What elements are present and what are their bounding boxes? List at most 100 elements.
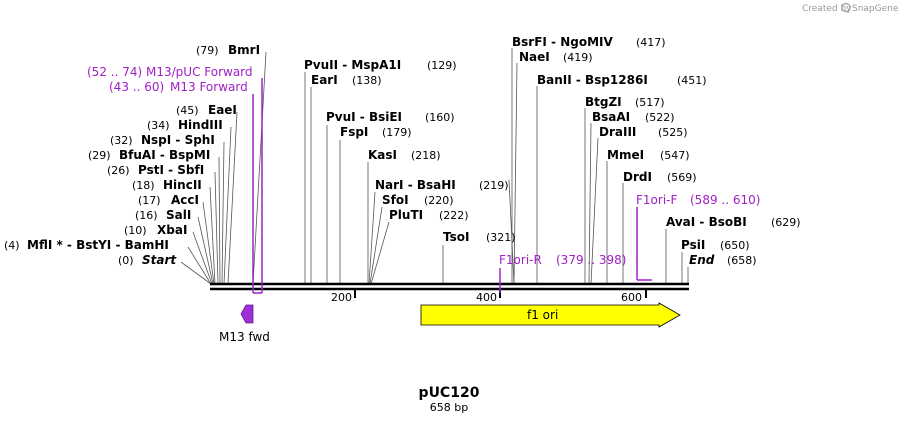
- site-label-psii[interactable]: PsiI (650): [681, 238, 750, 252]
- svg-text:(517): (517): [635, 96, 665, 109]
- site-label-btgzi[interactable]: BtgZI (517): [585, 95, 665, 109]
- svg-text:XbaI: XbaI: [157, 223, 187, 237]
- site-label-nspi[interactable]: (32) NspI - SphI: [110, 133, 215, 147]
- plasmid-length: 658 bp: [430, 401, 468, 414]
- svg-text:(650): (650): [720, 239, 750, 252]
- svg-text:(219): (219): [479, 179, 509, 192]
- svg-text:PstI - SbfI: PstI - SbfI: [138, 163, 204, 177]
- svg-text:(569): (569): [667, 171, 697, 184]
- site-label-xbai[interactable]: (10) XbaI: [124, 223, 187, 237]
- site-label-hincii[interactable]: (18) HincII: [132, 178, 202, 192]
- svg-text:DraIII: DraIII: [599, 125, 636, 139]
- site-label-sali[interactable]: (16) SalI: [135, 208, 191, 222]
- site-label-acci[interactable]: (17) AccI: [138, 193, 199, 207]
- site-label-hindiii[interactable]: (34) HindIII: [147, 118, 223, 132]
- svg-text:End: End: [689, 253, 715, 267]
- svg-text:BanII - Bsp1286I: BanII - Bsp1286I: [537, 73, 648, 87]
- svg-text:TsoI: TsoI: [443, 230, 469, 244]
- svg-text:PvuII - MspA1I: PvuII - MspA1I: [304, 58, 401, 72]
- svg-text:DrdI: DrdI: [623, 170, 652, 184]
- svg-text:BsrFI - NgoMIV: BsrFI - NgoMIV: [512, 35, 613, 49]
- svg-text:(79): (79): [196, 44, 219, 57]
- svg-text:M13/pUC Forward: M13/pUC Forward: [146, 65, 253, 79]
- svg-text:HindIII: HindIII: [178, 118, 223, 132]
- primer-label-m13-forward[interactable]: (43 .. 60) M13 Forward: [109, 80, 248, 94]
- svg-text:(16): (16): [135, 209, 158, 222]
- site-label-psti[interactable]: (26) PstI - SbfI: [107, 163, 204, 177]
- svg-text:BmrI: BmrI: [228, 43, 260, 57]
- svg-text:(26): (26): [107, 164, 130, 177]
- svg-text:(629): (629): [771, 216, 801, 229]
- site-label-pluti[interactable]: PluTI (222): [389, 208, 469, 222]
- tick-label-600: 600: [621, 291, 642, 304]
- svg-text:(138): (138): [352, 74, 382, 87]
- site-label-draiii[interactable]: DraIII (525): [599, 125, 688, 139]
- svg-text:(32): (32): [110, 134, 133, 147]
- svg-text:PluTI: PluTI: [389, 208, 423, 222]
- site-label-start[interactable]: (0) Start: [118, 253, 177, 267]
- site-label-bfuai[interactable]: (29) BfuAI - BspMI: [88, 148, 210, 162]
- svg-text:(0): (0): [118, 254, 134, 267]
- svg-text:FspI: FspI: [340, 125, 368, 139]
- svg-text:(45): (45): [176, 104, 199, 117]
- svg-text:F1ori-R: F1ori-R: [499, 253, 542, 267]
- svg-text:(18): (18): [132, 179, 155, 192]
- primer-marks: [252, 78, 652, 294]
- site-label-mmei[interactable]: MmeI (547): [607, 148, 690, 162]
- snapgene-logo-icon: [841, 2, 851, 13]
- site-label-kasi[interactable]: KasI (218): [368, 148, 441, 162]
- site-label-eari[interactable]: EarI (138): [311, 73, 382, 87]
- site-label-mfli[interactable]: (4) MflI * - BstYI - BamHI: [4, 238, 169, 252]
- svg-text:(222): (222): [439, 209, 469, 222]
- svg-text:(218): (218): [411, 149, 441, 162]
- site-label-bsrfi[interactable]: BsrFI - NgoMIV (417): [512, 35, 666, 49]
- site-label-naei[interactable]: NaeI (419): [519, 50, 593, 64]
- svg-text:EarI: EarI: [311, 73, 338, 87]
- site-label-banii[interactable]: BanII - Bsp1286I (451): [537, 73, 707, 87]
- svg-text:BsaAI: BsaAI: [592, 110, 630, 124]
- site-label-drdi[interactable]: DrdI (569): [623, 170, 697, 184]
- svg-text:NspI - SphI: NspI - SphI: [141, 133, 215, 147]
- svg-text:AccI: AccI: [171, 193, 199, 207]
- backbone: [210, 282, 689, 291]
- svg-text:(451): (451): [677, 74, 707, 87]
- primer-label-f1ori-r[interactable]: F1ori-R (379 .. 398): [499, 253, 626, 267]
- site-connectors: [180, 48, 689, 285]
- site-label-tsoi[interactable]: TsoI (321): [443, 230, 516, 244]
- f1-ori-arrow: [420, 302, 681, 328]
- svg-text:(321): (321): [486, 231, 516, 244]
- site-label-nari[interactable]: NarI - BsaHI (219): [375, 178, 509, 192]
- svg-text:(43 .. 60): (43 .. 60): [109, 80, 164, 94]
- site-label-fspi[interactable]: FspI (179): [340, 125, 412, 139]
- site-label-bmri[interactable]: (79) BmrI: [196, 43, 260, 57]
- site-label-eaei[interactable]: (45) EaeI: [176, 103, 237, 117]
- svg-text:(379 .. 398): (379 .. 398): [556, 253, 626, 267]
- site-label-pvuii[interactable]: PvuII - MspA1I (129): [304, 58, 457, 72]
- svg-text:(17): (17): [138, 194, 161, 207]
- feature-m13-fwd[interactable]: M13 fwd: [219, 304, 270, 344]
- tick-label-400: 400: [476, 291, 497, 304]
- svg-text:(179): (179): [382, 126, 412, 139]
- svg-text:M13 Forward: M13 Forward: [170, 80, 248, 94]
- svg-text:(220): (220): [424, 194, 454, 207]
- site-label-end[interactable]: End (658): [689, 253, 757, 267]
- primer-label-m13-puc-forward[interactable]: (52 .. 74) M13/pUC Forward: [87, 65, 253, 79]
- svg-text:(589 .. 610): (589 .. 610): [690, 193, 760, 207]
- credit-brand: SnapGene: [852, 4, 899, 14]
- site-label-sfoi[interactable]: SfoI (220): [382, 193, 454, 207]
- svg-text:BfuAI - BspMI: BfuAI - BspMI: [119, 148, 210, 162]
- svg-text:HincII: HincII: [163, 178, 202, 192]
- site-label-avai[interactable]: AvaI - BsoBI (629): [666, 215, 801, 229]
- svg-text:(10): (10): [124, 224, 147, 237]
- svg-text:M13 fwd: M13 fwd: [219, 330, 270, 344]
- site-label-pvui[interactable]: PvuI - BsiEI (160): [326, 110, 455, 124]
- svg-text:(419): (419): [563, 51, 593, 64]
- svg-text:f1 ori: f1 ori: [527, 308, 558, 322]
- credit-text: Created by: [802, 4, 852, 14]
- svg-text:(417): (417): [636, 36, 666, 49]
- primer-label-f1ori-f[interactable]: F1ori-F (589 .. 610): [636, 193, 760, 207]
- svg-text:(160): (160): [425, 111, 455, 124]
- site-label-bsaai[interactable]: BsaAI (522): [592, 110, 675, 124]
- feature-f1-ori[interactable]: f1 ori: [420, 302, 681, 328]
- svg-text:NaeI: NaeI: [519, 50, 550, 64]
